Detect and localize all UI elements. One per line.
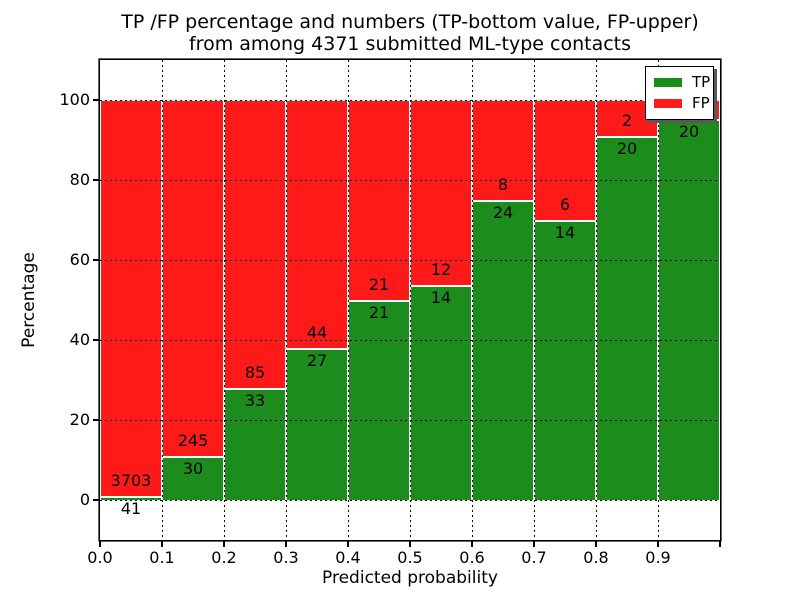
y-tick-mark <box>93 179 100 181</box>
gridline-vertical <box>348 60 349 540</box>
x-tick-mark <box>161 540 163 547</box>
x-tick-label: 0.9 <box>645 548 671 567</box>
fp-count-label: 44 <box>306 322 328 342</box>
chart-title-line1: TP /FP percentage and numbers (TP-bottom… <box>121 11 699 33</box>
fp-count-label: 8 <box>497 175 509 194</box>
tp-count-label: 27 <box>306 350 328 370</box>
x-tick-mark <box>595 540 597 547</box>
y-axis-label: Percentage <box>19 252 39 348</box>
bar-segment-tp <box>224 388 286 500</box>
tp-count-label: 21 <box>368 303 390 322</box>
tp-count-label: 41 <box>120 498 142 518</box>
y-tick-mark <box>93 339 100 341</box>
tp-count-label: 33 <box>244 391 266 411</box>
y-tick-mark <box>93 259 100 261</box>
x-tick-mark <box>99 540 101 547</box>
bar-segment-tp <box>472 200 534 500</box>
x-tick-label: 0.8 <box>583 548 609 567</box>
gridline-vertical <box>224 60 225 540</box>
y-tick-label: 100 <box>59 90 90 109</box>
legend: TP FP <box>645 66 714 120</box>
chart-title-line2: from among 4371 submitted ML-type contac… <box>188 33 632 55</box>
legend-label-fp: FP <box>692 94 710 112</box>
x-tick-label: 0.6 <box>459 548 485 567</box>
x-tick-mark <box>657 540 659 547</box>
y-tick-mark <box>93 419 100 421</box>
x-tick-label: 0.3 <box>273 548 299 567</box>
x-tick-label: 0.0 <box>87 548 113 567</box>
x-tick-label: 0.7 <box>521 548 547 567</box>
x-tick-label: 0.1 <box>149 548 175 567</box>
bar-segment-tp <box>286 347 348 500</box>
x-tick-mark <box>409 540 411 547</box>
x-tick-mark <box>347 540 349 547</box>
gridline-vertical <box>286 60 287 540</box>
x-tick-label: 0.2 <box>211 548 237 567</box>
legend-label-tp: TP <box>692 73 711 91</box>
fp-count-label: 6 <box>559 195 571 214</box>
legend-swatch-fp <box>654 99 682 108</box>
fp-count-label: 12 <box>430 259 452 279</box>
x-tick-label: 0.4 <box>335 548 361 567</box>
bar-segment-fp <box>224 100 286 389</box>
y-tick-label: 0 <box>79 490 90 509</box>
legend-swatch-tp <box>654 78 682 87</box>
legend-item-tp: TP <box>654 72 710 93</box>
x-axis-label: Predicted probability <box>322 568 498 588</box>
x-tick-mark <box>285 540 287 547</box>
tp-count-label: 20 <box>678 122 700 142</box>
bar-segment-tp <box>410 284 472 500</box>
bar-segment-fp <box>286 100 348 348</box>
gridline-vertical <box>410 60 411 540</box>
x-tick-mark <box>533 540 535 547</box>
gridline-vertical <box>596 60 597 540</box>
tp-count-label: 20 <box>616 139 638 159</box>
gridline-vertical <box>534 60 535 540</box>
tp-count-label: 14 <box>430 287 452 307</box>
fp-count-label: 245 <box>177 431 209 451</box>
y-tick-label: 60 <box>69 250 90 269</box>
x-tick-mark <box>471 540 473 547</box>
bar-segment-fp <box>410 100 472 285</box>
tp-count-label: 14 <box>554 223 576 242</box>
tp-count-label: 24 <box>492 203 514 222</box>
fp-count-label: 3703 <box>110 470 152 490</box>
chart-title: TP /FP percentage and numbers (TP-bottom… <box>90 11 730 55</box>
y-tick-label: 20 <box>69 410 90 429</box>
gridline-vertical <box>162 60 163 540</box>
fp-count-label: 21 <box>368 275 390 294</box>
fp-count-label: 2 <box>621 111 633 131</box>
bar-segment-tp <box>596 136 658 500</box>
fp-count-label: 85 <box>244 363 266 383</box>
bar-segment-fp <box>348 100 410 300</box>
legend-item-fp: FP <box>654 93 710 114</box>
y-tick-mark <box>93 99 100 101</box>
plot-area: 3703 41 245 30 85 33 44 27 21 21 12 14 8 24 6 14 2 20 20 <box>100 60 720 540</box>
bar-segment-fp <box>162 100 224 457</box>
bar-segment-tp <box>100 495 162 500</box>
gridline-vertical <box>472 60 473 540</box>
x-tick-mark <box>719 540 721 547</box>
x-tick-label: 0.5 <box>397 548 423 567</box>
bar-segment-fp <box>100 100 162 496</box>
gridline-vertical <box>658 60 659 540</box>
bar-segment-tp <box>534 220 596 500</box>
tp-count-label: 30 <box>182 459 204 479</box>
x-tick-mark <box>223 540 225 547</box>
bar-segment-tp <box>658 119 720 500</box>
y-tick-label: 80 <box>69 170 90 189</box>
bar-segment-tp <box>348 300 410 500</box>
y-tick-mark <box>93 499 100 501</box>
y-tick-label: 40 <box>69 330 90 349</box>
